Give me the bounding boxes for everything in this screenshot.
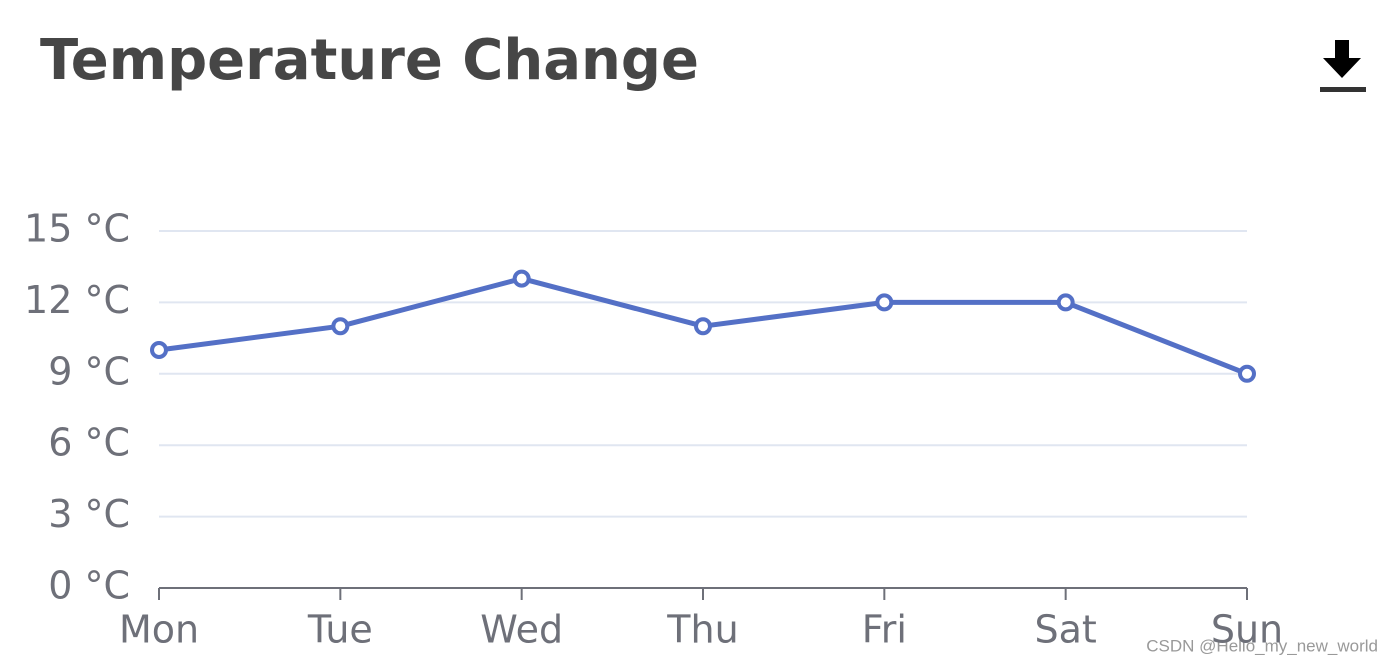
y-tick-label: 3 °C [48,492,130,536]
point [1238,364,1256,383]
x-tick-label: Sat [1035,608,1097,652]
y-tick-label: 9 °C [48,349,130,393]
watermark: CSDN @Hello_my_new_world [1146,636,1378,655]
y-tick-label: 12 °C [24,278,130,322]
download-button[interactable] [1318,38,1368,94]
point [694,317,712,336]
y-tick-label: 0 °C [48,564,130,608]
x-tick-label: Mon [119,608,199,652]
x-tick-label: Fri [862,608,907,652]
point [1056,293,1075,312]
chart-title: Temperature Change [40,28,699,93]
x-tick-label: Sun [1211,608,1283,652]
x-tick-label: Tue [307,608,373,652]
point [331,317,350,336]
download-bar [1320,87,1366,92]
point [150,341,168,359]
x-tick-label: Thu [666,608,738,652]
point [875,293,894,312]
download-arrow [1323,40,1361,78]
y-tick-label: 6 °C [48,421,130,465]
y-tick-label: 15 °C [24,207,130,251]
x-tick-label: Wed [480,608,563,652]
point [512,269,531,288]
